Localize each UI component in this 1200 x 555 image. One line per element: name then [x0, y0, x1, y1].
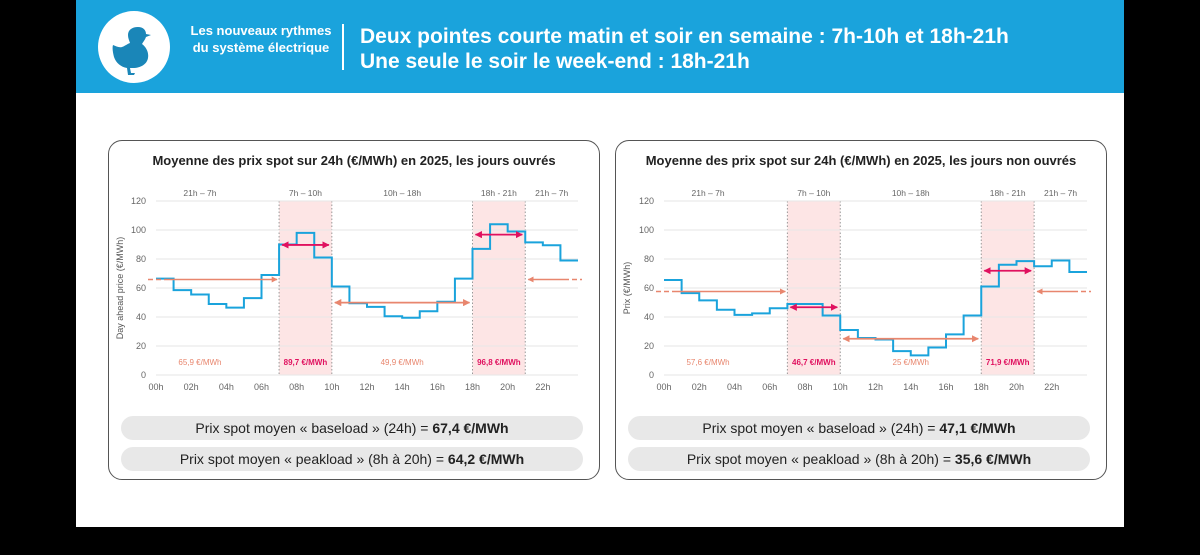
x-tick-label: 12h	[868, 382, 883, 392]
x-tick-label: 14h	[903, 382, 918, 392]
y-tick-label: 60	[136, 283, 146, 293]
y-tick-label: 40	[136, 312, 146, 322]
period-average-label: 65,9 €/MWh	[178, 358, 221, 367]
x-tick-label: 04h	[219, 382, 234, 392]
baseload-label: Prix spot moyen « baseload » (24h) =	[702, 420, 940, 436]
x-tick-label: 20h	[1009, 382, 1024, 392]
x-tick-label: 10h	[324, 382, 339, 392]
panel-title: Moyenne des prix spot sur 24h (€/MWh) en…	[645, 153, 1077, 168]
peakload-label: Prix spot moyen « peakload » (8h à 20h) …	[179, 451, 448, 467]
x-tick-label: 08h	[289, 382, 304, 392]
y-tick-label: 100	[131, 225, 146, 235]
period-average-label: 49,9 €/MWh	[381, 358, 424, 367]
peakload-label: Prix spot moyen « peakload » (8h à 20h) …	[686, 451, 955, 467]
slide-title: Deux pointes courte matin et soir en sem…	[360, 24, 1009, 74]
duck-icon	[98, 11, 170, 83]
x-tick-label: 14h	[395, 382, 410, 392]
header-divider	[342, 24, 344, 70]
y-tick-label: 0	[141, 370, 146, 380]
price-chart-non-working-days: 0 20 40 60 80 100 120 Prix (€/MWh) 00h 02h 04h 06h 0…	[622, 188, 1091, 392]
x-tick-label: 02h	[692, 382, 707, 392]
x-tick-label: 18h	[465, 382, 480, 392]
period-label: 21h – 7h	[535, 188, 568, 198]
x-tick-label: 06h	[254, 382, 269, 392]
baseload-summary: Prix spot moyen « baseload » (24h) = 67,…	[121, 416, 583, 440]
period-label: 21h – 7h	[1044, 188, 1077, 198]
panel-title: Moyenne des prix spot sur 24h (€/MWh) en…	[152, 153, 556, 168]
y-tick-label: 40	[644, 312, 654, 322]
x-tick-label: 16h	[430, 382, 445, 392]
y-tick-label: 80	[136, 254, 146, 264]
peakload-summary: Prix spot moyen « peakload » (8h à 20h) …	[121, 447, 583, 471]
x-tick-label: 10h	[833, 382, 848, 392]
x-tick-label: 12h	[359, 382, 374, 392]
x-tick-label: 02h	[184, 382, 199, 392]
title-line-1: Deux pointes courte matin et soir en sem…	[360, 25, 1009, 48]
y-tick-label: 20	[644, 341, 654, 351]
x-tick-label: 18h	[974, 382, 989, 392]
period-label: 18h - 21h	[990, 188, 1026, 198]
y-tick-label: 60	[644, 283, 654, 293]
baseload-value: 67,4 €/MWh	[432, 420, 509, 436]
baseload-summary: Prix spot moyen « baseload » (24h) = 47,…	[628, 416, 1090, 440]
period-average-label: 89,7 €/MWh	[284, 358, 328, 367]
series-subtitle: Les nouveaux rythmes du système électriq…	[190, 23, 332, 55]
x-tick-label: 00h	[148, 382, 163, 392]
y-axis-label: Day ahead price (€/MWh)	[115, 237, 125, 340]
y-tick-label: 80	[644, 254, 654, 264]
x-tick-label: 20h	[500, 382, 515, 392]
peakload-value: 64,2 €/MWh	[447, 451, 525, 467]
baseload-value: 47,1 €/MWh	[939, 420, 1016, 436]
period-average-label: 96,8 €/MWh	[477, 358, 521, 367]
period-average-label: 57,6 €/MWh	[686, 358, 729, 367]
period-label: 21h – 7h	[183, 188, 216, 198]
x-tick-label: 22h	[1044, 382, 1059, 392]
period-label: 18h - 21h	[481, 188, 517, 198]
x-tick-label: 22h	[535, 382, 550, 392]
y-tick-label: 20	[136, 341, 146, 351]
period-average-label: 46,7 €/MWh	[792, 358, 836, 367]
x-tick-label: 08h	[797, 382, 812, 392]
period-average-label: 25 €/MWh	[893, 358, 929, 367]
y-axis-label: Prix (€/MWh)	[622, 262, 632, 315]
x-tick-label: 16h	[938, 382, 953, 392]
peakload-value: 35,6 €/MWh	[954, 451, 1032, 467]
y-tick-label: 100	[639, 225, 654, 235]
y-tick-label: 120	[639, 196, 654, 206]
header-banner: Les nouveaux rythmes du système électriq…	[76, 0, 1124, 93]
peakload-summary: Prix spot moyen « peakload » (8h à 20h) …	[628, 447, 1090, 471]
x-tick-label: 00h	[656, 382, 671, 392]
y-tick-label: 120	[131, 196, 146, 206]
x-tick-label: 06h	[762, 382, 777, 392]
period-label: 7h – 10h	[797, 188, 830, 198]
period-label: 7h – 10h	[289, 188, 322, 198]
y-tick-label: 0	[649, 370, 654, 380]
x-tick-label: 04h	[727, 382, 742, 392]
period-label: 21h – 7h	[692, 188, 725, 198]
title-line-2: Une seule le soir le week-end : 18h-21h	[360, 50, 750, 73]
period-label: 10h – 18h	[892, 188, 930, 198]
period-label: 10h – 18h	[383, 188, 421, 198]
price-chart-weekdays: 0 20 40 60 80 100 120 Day ahead price (€/MWh) 00…	[115, 188, 582, 392]
panel-non-working-days: Moyenne des prix spot sur 24h (€/MWh) en…	[615, 140, 1107, 480]
panel-weekdays: Moyenne des prix spot sur 24h (€/MWh) en…	[108, 140, 600, 480]
baseload-label: Prix spot moyen « baseload » (24h) =	[195, 420, 433, 436]
period-average-label: 71,9 €/MWh	[986, 358, 1030, 367]
